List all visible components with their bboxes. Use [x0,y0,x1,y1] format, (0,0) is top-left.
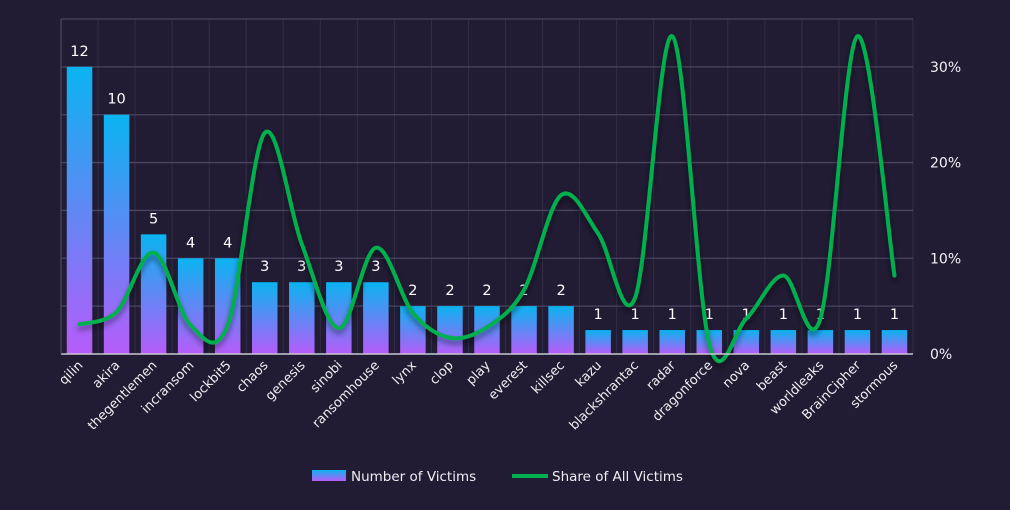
data-label-chaos: 3 [260,259,269,275]
data-label-incransom: 4 [186,235,195,251]
x-tick-label-blackshrantac: blackshrantac [567,358,642,433]
data-label-lynx: 2 [408,283,417,299]
legend: Number of Victims Share of All Victims [312,469,683,485]
data-label-qilin: 12 [70,44,88,60]
data-label-akira: 10 [107,92,125,108]
x-tick-label-qilin: qilin [56,358,86,388]
bar-killsec[interactable] [548,306,574,354]
x-tick-label-lynx: lynx [390,358,420,388]
x-tick-label-killsec: killsec [529,358,568,397]
bar-genesis[interactable] [289,282,315,354]
x-tick-label-akira: akira [90,358,124,392]
data-label-nova: 1 [742,307,751,323]
data-label-beast: 1 [779,307,788,323]
data-label-sinobi: 3 [334,259,343,275]
y2-tick-label: 20% [930,156,961,172]
legend-item-bars[interactable]: Number of Victims [312,469,476,485]
y2-tick-label: 30% [930,60,961,76]
y2-tick-label: 10% [930,251,961,267]
data-label-ransomhouse: 3 [371,259,380,275]
x-tick-label-lockbit5: lockbit5 [188,358,235,405]
bar-qilin[interactable] [66,66,93,354]
bar-worldleaks[interactable] [807,330,834,354]
data-label-killsec: 2 [556,283,565,299]
bar-ransomhouse[interactable] [363,282,389,354]
x-tick-label-genesis: genesis [263,358,309,404]
bar-blackshrantac[interactable] [622,330,648,354]
x-tick-label-nova: nova [720,358,753,391]
data-label-dragonforce: 1 [705,307,714,323]
line-series [77,34,897,364]
x-tick-label-clop: clop [427,358,457,388]
bar-play[interactable] [474,306,500,354]
bar-stormous[interactable] [881,330,908,354]
bar-BrainCipher[interactable] [844,330,871,354]
data-label-kazu: 1 [594,307,603,323]
bar-beast[interactable] [770,330,797,354]
axes: 0% 10% 20% 30% [60,19,961,363]
data-label-play: 2 [482,283,491,299]
y2-tick-label: 0% [930,347,952,363]
bar-nova[interactable] [733,330,760,354]
data-label-thegentlemen: 5 [149,211,158,227]
bar-kazu[interactable] [585,330,611,354]
data-label-clop: 2 [445,283,454,299]
data-label-BrainCipher: 1 [853,307,862,323]
data-label-blackshrantac: 1 [631,307,640,323]
x-tick-label-play: play [464,358,494,388]
x-tick-label-kazu: kazu [573,358,605,390]
legend-label-line: Share of All Victims [552,469,683,485]
x-tick-label-everest: everest [486,358,531,403]
bar-clop[interactable] [437,306,463,354]
bar-radar[interactable] [659,330,685,354]
x-tick-label-radar: radar [644,358,680,394]
data-label-lockbit5: 4 [223,235,232,251]
share-line[interactable] [77,34,897,364]
legend-label-bars: Number of Victims [351,469,476,485]
data-label-genesis: 3 [297,259,306,275]
data-label-radar: 1 [668,307,677,323]
x-tick-label-ransomhouse: ransomhouse [310,358,383,431]
data-label-stormous: 1 [890,307,899,323]
bar-chaos[interactable] [251,282,278,354]
bar-series [66,66,908,354]
legend-bar-swatch [312,470,346,481]
bar-everest[interactable] [511,306,537,354]
legend-item-line[interactable]: Share of All Victims [512,469,683,485]
